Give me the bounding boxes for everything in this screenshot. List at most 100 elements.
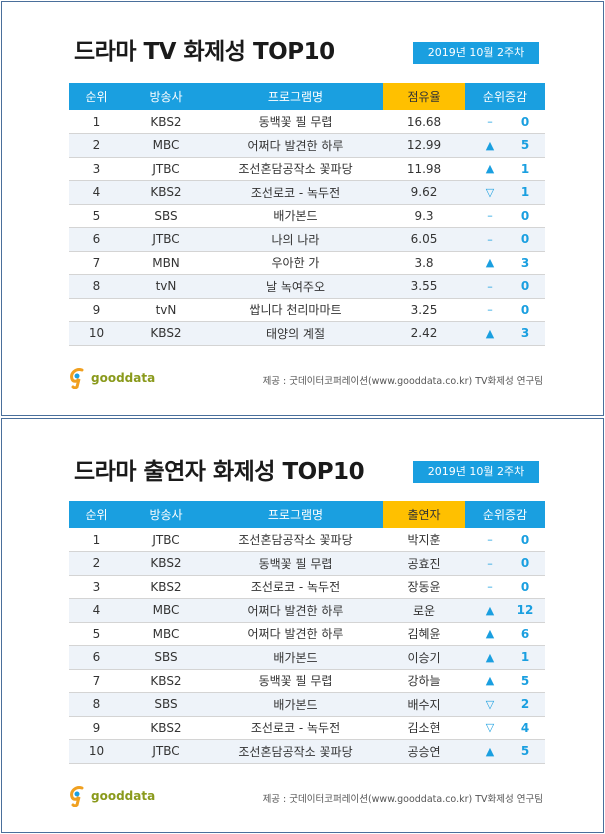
rank-cell: 6 [69,227,124,252]
broadcaster-cell: MBN [124,251,208,275]
rank-change-value: 6 [520,626,530,641]
rank-change-value: 5 [520,673,530,688]
value-cell: 이승기 [383,645,465,670]
rank-change-cell: ▲ 1 [465,157,545,181]
tv-buzz-panel: 드라마 TV 화제성 TOP10 2019년 10월 2주차 순위 방송사 프로… [1,1,604,416]
rank-up-icon: ▲ [485,744,495,758]
value-cell: 강하늘 [383,669,465,693]
broadcaster-cell: JTBC [124,528,208,552]
logo-text: gooddata [91,371,156,385]
rank-change-value: 1 [520,650,530,665]
rank-up-icon: ▲ [485,138,495,152]
broadcaster-cell: KBS2 [124,321,208,346]
program-cell: 태양의 계절 [208,321,383,346]
broadcaster-cell: KBS2 [124,575,208,599]
rank-cell: 7 [69,669,124,693]
rank-change-cell: –0 [465,110,545,134]
no-change-icon: – [487,580,493,594]
value-cell: 12.99 [383,133,465,158]
value-cell: 로운 [383,598,465,623]
panel-title: 드라마 출연자 화제성 TOP10 [74,459,365,485]
rank-change-cell: ▽ 4 [465,716,545,740]
header-broadcaster: 방송사 [124,83,208,110]
rank-change-value: 0 [520,302,530,317]
rank-up-icon: ▲ [485,627,495,641]
no-change-icon: – [487,209,493,223]
value-cell: 6.05 [383,227,465,252]
value-cell: 공승연 [383,739,465,764]
source-note: 제공 : 굿데이터코퍼레이션(www.gooddata.co.kr) TV화제성… [262,376,543,387]
program-cell: 우아한 가 [208,251,383,275]
value-cell: 9.3 [383,204,465,228]
rank-change-cell: –0 [465,575,545,599]
rank-change-cell: ▲ 5 [465,669,545,693]
rank-up-icon: ▲ [485,162,495,176]
table-row: 9 KBS2 조선로코 - 녹두전 김소현 ▽ 4 [69,716,545,740]
program-cell: 어쩌다 발견한 하루 [208,622,383,646]
table-row: 1 KBS2 동백꽃 필 무렵 16.68–0 [69,110,545,134]
rank-change-cell: ▲ 3 [465,321,545,346]
table-row: 6 SBS 배가본드 이승기 ▲ 1 [69,645,545,670]
header-cast: 출연자 [383,501,465,528]
gooddata-logo-icon [70,786,84,807]
rank-down-icon: ▽ [485,721,495,735]
gooddata-logo: gooddata [68,785,155,807]
rank-cell: 4 [69,180,124,205]
rank-cell: 10 [69,321,124,346]
value-cell: 박지훈 [383,528,465,552]
table-row: 5 SBS 배가본드 9.3–0 [69,204,545,228]
program-cell: 어쩌다 발견한 하루 [208,133,383,158]
value-cell: 3.8 [383,251,465,275]
broadcaster-cell: MBC [124,133,208,158]
value-cell: 11.98 [383,157,465,181]
table-row: 8 SBS 배가본드 배수지 ▽ 2 [69,692,545,717]
broadcaster-cell: SBS [124,204,208,228]
header-rank-change: 순위증감 [465,501,545,528]
rank-change-cell: ▲ 1 [465,645,545,670]
table-row: 7 MBN 우아한 가 3.8 ▲ 3 [69,251,545,275]
header-rank-change: 순위증감 [465,83,545,110]
rank-cell: 7 [69,251,124,275]
value-cell: 3.25 [383,298,465,322]
no-change-icon: – [487,303,493,317]
rank-change-value: 3 [520,326,530,341]
rank-change-cell: –0 [465,528,545,552]
rank-down-icon: ▽ [485,185,495,199]
no-change-icon: – [487,279,493,293]
source-note: 제공 : 굿데이터코퍼레이션(www.gooddata.co.kr) TV화제성… [262,794,543,805]
value-cell: 장동윤 [383,575,465,599]
rank-up-icon: ▲ [485,256,495,270]
program-cell: 조선로코 - 녹두전 [208,575,383,599]
program-cell: 동백꽃 필 무렵 [208,110,383,134]
rank-change-value: 0 [520,556,530,571]
table-row: 7 KBS2 동백꽃 필 무렵 강하늘 ▲ 5 [69,669,545,693]
header-rank: 순위 [69,501,124,528]
no-change-icon: – [487,533,493,546]
rank-cell: 8 [69,692,124,717]
program-cell: 동백꽃 필 무렵 [208,551,383,576]
value-cell: 배수지 [383,692,465,717]
ranking-table: 순위 방송사 프로그램명 점유율 순위증감 1 KBS2 동백꽃 필 무렵 16.68… [69,83,545,346]
broadcaster-cell: KBS2 [124,110,208,134]
rank-up-icon: ▲ [485,674,495,688]
header-program: 프로그램명 [208,501,383,528]
program-cell: 배가본드 [208,645,383,670]
table-row: 4 MBC 어쩌다 발견한 하루 로운 ▲ 12 [69,598,545,623]
rank-cell: 3 [69,575,124,599]
rank-cell: 5 [69,622,124,646]
program-cell: 어쩌다 발견한 하루 [208,598,383,623]
program-cell: 나의 나라 [208,227,383,252]
no-change-icon: – [487,556,493,570]
rank-change-value: 0 [520,232,530,247]
cast-buzz-panel: 드라마 출연자 화제성 TOP10 2019년 10월 2주차 순위 방송사 프… [1,418,604,833]
program-cell: 조선로코 - 녹두전 [208,716,383,740]
rank-cell: 1 [69,528,124,552]
rank-change-value: 2 [520,697,530,712]
broadcaster-cell: KBS2 [124,551,208,576]
broadcaster-cell: JTBC [124,157,208,181]
rank-up-icon: ▲ [485,603,495,617]
rank-change-value: 1 [520,185,530,200]
rank-cell: 2 [69,551,124,576]
rank-change-cell: –0 [465,204,545,228]
rank-change-cell: ▲ 3 [465,251,545,275]
